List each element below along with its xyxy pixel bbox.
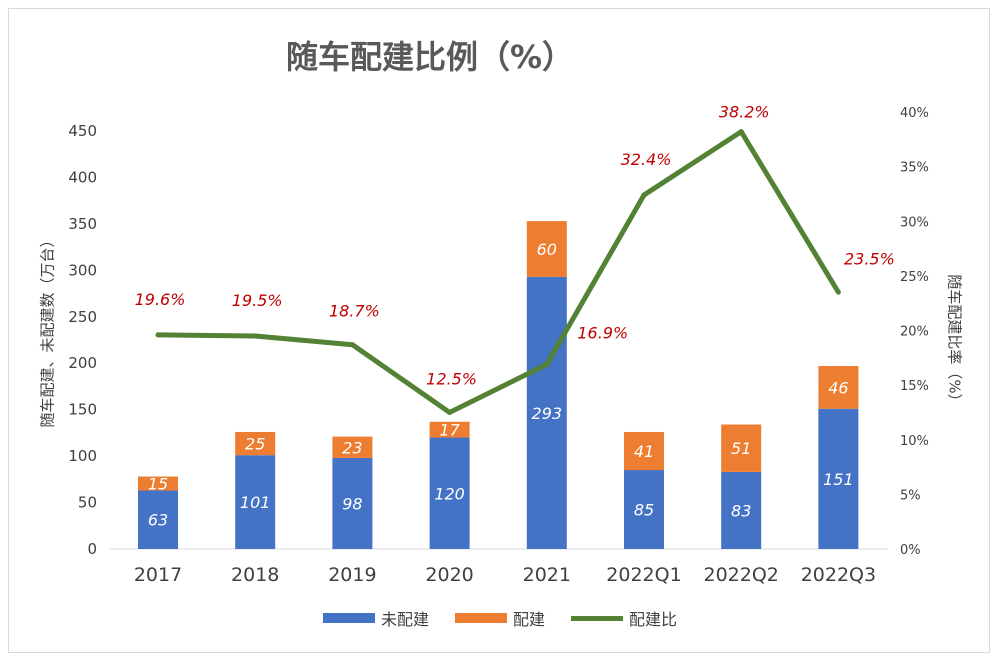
y-tick-label: 150 [68,401,97,419]
legend-swatch [322,613,375,623]
bar-unbuilt [429,437,470,549]
bar-label-unbuilt: 120 [434,484,465,503]
bar-label-built: 25 [245,435,265,454]
bar-built [721,424,762,472]
x-tick-label: 2021 [523,564,571,586]
ratio-point [252,333,258,339]
legend: 未配建 配建 配建比 [0,606,1000,630]
legend-swatch [454,613,507,623]
x-tick-label: 2019 [328,564,376,586]
y-tick-label: 50 [78,494,97,512]
y2-tick-label: 25% [900,270,929,285]
y2-tick-label: 15% [900,379,929,394]
ratio-point [544,361,550,367]
ratio-label: 38.2% [719,103,770,122]
ratio-label: 19.5% [232,291,283,310]
bar-label-unbuilt: 101 [240,493,271,512]
y2-tick-label: 35% [900,161,929,176]
bar-label-unbuilt: 293 [532,404,563,423]
bar-label-built: 15 [148,475,168,494]
bar-label-unbuilt: 85 [634,501,654,520]
bar-label-built: 51 [731,439,751,458]
y2-tick-label: 0% [900,543,921,558]
bar-label-built: 23 [342,438,362,457]
bar-label-unbuilt: 63 [148,511,168,530]
chart-title: 随车配建比例（%） [285,38,575,76]
bar-unbuilt [624,470,664,549]
legend-label: 未配建 [380,610,429,629]
legend-item-unbuilt: 未配建 [322,606,429,630]
y-tick-label: 400 [68,168,97,186]
y2-tick-label: 30% [900,215,929,230]
x-tick-label: 2022Q1 [606,564,681,586]
bar-label-unbuilt: 98 [342,494,362,513]
ratio-point [835,289,841,295]
y-tick-label: 450 [68,122,97,140]
x-tick-label: 2022Q3 [801,564,876,586]
y-tick-label: 300 [68,261,97,279]
ratio-point [349,342,355,348]
ratio-point [738,129,744,135]
ratio-point [155,332,161,338]
ratio-point [641,192,647,198]
y2-tick-label: 5% [900,488,921,503]
legend-swatch [571,615,623,621]
legend-label: 配建 [512,610,545,629]
bar-built [526,221,567,277]
legend-label: 配建比 [629,610,678,629]
bar-built [138,476,178,491]
bar-unbuilt [332,457,373,549]
bar-built [818,366,859,409]
ratio-point [447,409,453,415]
ratio-line [157,129,841,415]
x-tick-label: 2017 [134,564,182,586]
y-tick-label: 0 [87,540,97,558]
bar-label-built: 17 [439,421,460,440]
ratio-label: 16.9% [577,323,628,342]
bar-label-built: 41 [634,442,654,461]
bar-label-unbuilt: 83 [731,501,751,520]
x-tick-label: 2020 [425,564,473,586]
chart-frame [8,8,990,653]
ratio-label: 12.5% [426,369,477,388]
y2-tick-label: 10% [900,434,929,449]
bar-built [235,431,276,456]
x-tick-label: 2022Q2 [703,564,778,586]
bar-built [332,436,373,458]
bar-unbuilt [818,408,859,549]
y-tick-label: 350 [68,215,97,233]
y2-tick-label: 40% [900,106,929,121]
bar-unbuilt [721,471,762,549]
ratio-label: 19.6% [135,290,186,309]
ratio-label: 23.5% [844,249,895,268]
bar-unbuilt [526,276,567,549]
legend-item-built: 配建 [454,606,545,630]
legend-item-ratio: 配建比 [571,606,677,630]
y-tick-label: 200 [68,354,97,372]
bar-label-unbuilt: 151 [823,470,854,489]
bar-unbuilt [138,490,178,549]
y-tick-label: 100 [68,447,97,465]
bar-label-built: 60 [537,240,557,259]
y2-tick-label: 20% [900,325,929,340]
bar-label-built: 46 [828,378,848,397]
y-tick-label: 250 [68,308,97,326]
ratio-label: 32.4% [621,150,672,169]
bar-unbuilt [235,455,276,549]
x-tick-label: 2018 [231,564,279,586]
ratio-label: 18.7% [329,302,380,321]
bar-built [429,421,470,438]
bar-built [624,431,664,471]
